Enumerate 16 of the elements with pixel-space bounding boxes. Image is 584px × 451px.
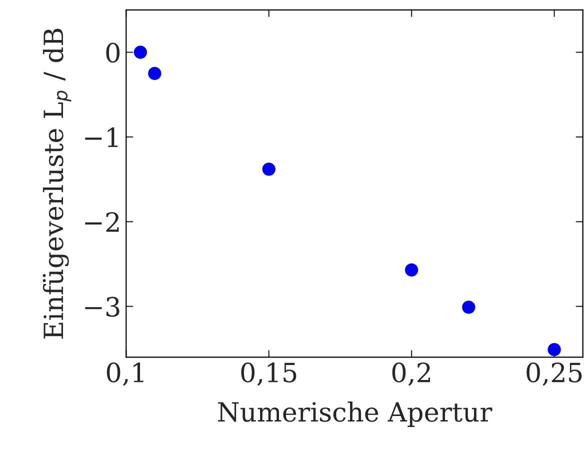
x-tick-label: 0,25 <box>526 362 582 386</box>
y-tick-label: −1 <box>85 127 118 147</box>
point <box>134 46 148 59</box>
y-tick-label: −3 <box>85 296 120 317</box>
point <box>262 162 276 176</box>
point <box>404 263 418 277</box>
y-tick-label: 0 <box>106 42 120 63</box>
point <box>548 342 561 356</box>
y-axis-title: Einfügeverluste L$_{p}$ / dB <box>42 28 72 339</box>
x-tick-label: 0,2 <box>392 362 430 386</box>
x-tick-label: 0,15 <box>241 362 296 386</box>
x-axis-title: Numerische Apertur <box>218 401 492 428</box>
point <box>462 300 476 314</box>
x-tick-label: 0,1 <box>106 362 144 386</box>
point <box>148 66 162 80</box>
y-tick-label: −2 <box>85 212 119 232</box>
